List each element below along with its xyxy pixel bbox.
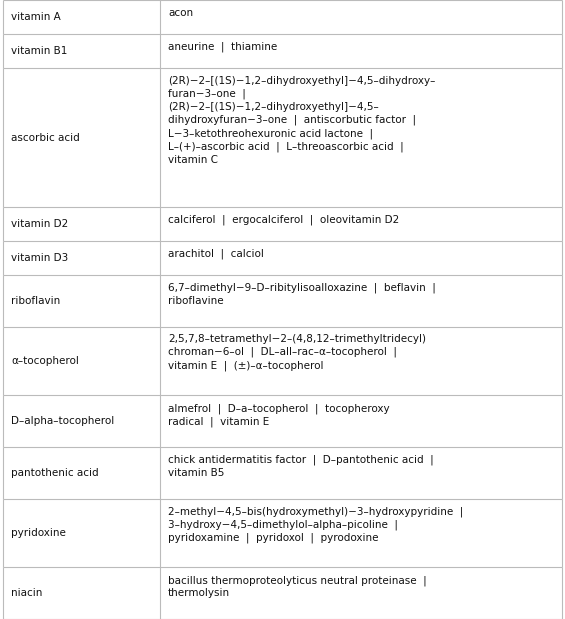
Text: ascorbic acid: ascorbic acid: [11, 132, 80, 142]
Text: D–alpha–tocopherol: D–alpha–tocopherol: [11, 416, 114, 426]
Text: almefrol  |  D–a–tocopherol  |  tocopheroxy
radical  |  vitamin E: almefrol | D–a–tocopherol | tocopheroxy …: [168, 403, 390, 427]
Text: vitamin D3: vitamin D3: [11, 253, 68, 263]
Text: 2–methyl−4,5–bis(hydroxymethyl)−3–hydroxypyridine  |
3–hydroxy−4,5–dimethylol–al: 2–methyl−4,5–bis(hydroxymethyl)−3–hydrox…: [168, 506, 463, 543]
Text: acon: acon: [168, 7, 193, 17]
Text: (2R)−2–[(1S)−1,2–dihydroxyethyl]−4,5–dihydroxy–
furan−3–one  |
(2R)−2–[(1S)−1,2–: (2R)−2–[(1S)−1,2–dihydroxyethyl]−4,5–dih…: [168, 76, 436, 165]
Text: pantothenic acid: pantothenic acid: [11, 468, 99, 478]
Text: pyridoxine: pyridoxine: [11, 528, 66, 538]
Text: 2,5,7,8–tetramethyl−2–(4,8,12–trimethyltridecyl)
chroman−6–ol  |  DL–all–rac–α–t: 2,5,7,8–tetramethyl−2–(4,8,12–trimethylt…: [168, 334, 426, 371]
Text: vitamin A: vitamin A: [11, 12, 61, 22]
Text: riboflavin: riboflavin: [11, 296, 60, 306]
Text: calciferol  |  ergocalciferol  |  oleovitamin D2: calciferol | ergocalciferol | oleovitami…: [168, 214, 399, 225]
Text: bacillus thermoproteolyticus neutral proteinase  |
thermolysin: bacillus thermoproteolyticus neutral pro…: [168, 575, 427, 599]
Text: chick antidermatitis factor  |  D–pantothenic acid  |
vitamin B5: chick antidermatitis factor | D–pantothe…: [168, 454, 434, 478]
Text: niacin: niacin: [11, 588, 42, 598]
Text: 6,7–dimethyl−9–D–ribitylisoalloxazine  |  beflavin  |
riboflavine: 6,7–dimethyl−9–D–ribitylisoalloxazine | …: [168, 283, 436, 306]
Text: aneurine  |  thiamine: aneurine | thiamine: [168, 41, 277, 52]
Text: α–tocopherol: α–tocopherol: [11, 356, 79, 366]
Text: vitamin B1: vitamin B1: [11, 46, 67, 56]
Text: arachitol  |  calciol: arachitol | calciol: [168, 248, 264, 259]
Text: vitamin D2: vitamin D2: [11, 219, 68, 229]
